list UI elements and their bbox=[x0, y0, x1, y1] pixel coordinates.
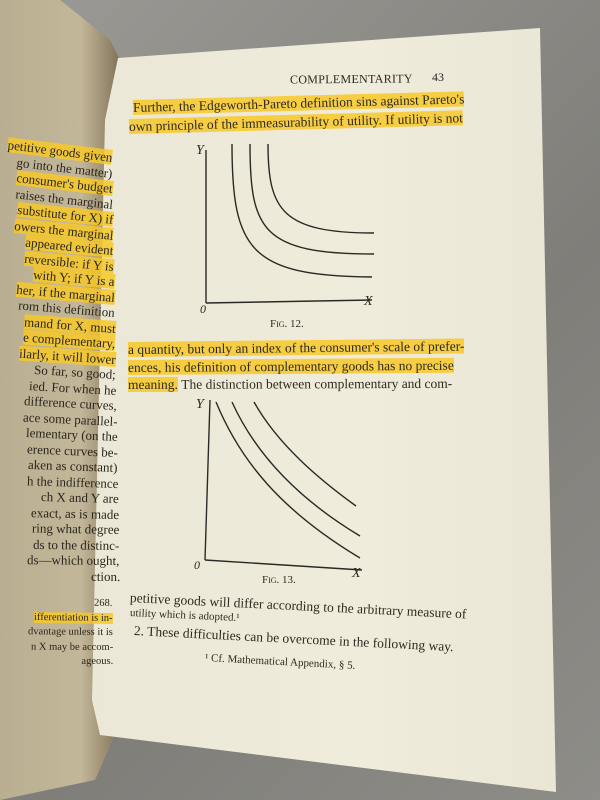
fig13-x-axis bbox=[204, 559, 363, 571]
page-number: 43 bbox=[432, 70, 444, 84]
figure-12 bbox=[205, 143, 375, 304]
fig12-origin: 0 bbox=[200, 302, 206, 316]
fig13-caption: Fig. 13. bbox=[262, 574, 296, 586]
figure-13 bbox=[204, 399, 363, 571]
text-line: ences, his definition of complementary g… bbox=[127, 357, 454, 375]
fig12-curve bbox=[267, 143, 375, 234]
fig12-y-label: Y bbox=[196, 143, 204, 158]
fig13-y-label: Y bbox=[196, 397, 204, 412]
fig12-x-label: X bbox=[364, 294, 373, 309]
text-line: meaning. bbox=[127, 376, 178, 392]
fig13-y-axis bbox=[204, 399, 211, 561]
fig12-x-axis bbox=[205, 299, 373, 304]
left-text-line: ageous. bbox=[81, 656, 114, 667]
fig13-origin: 0 bbox=[194, 558, 200, 572]
text-line: a quantity, but only an index of the con… bbox=[127, 338, 465, 357]
fig12-curve bbox=[249, 143, 375, 255]
fig13-x-label: X bbox=[352, 566, 361, 581]
fig12-curve bbox=[231, 143, 373, 278]
fig13-curve bbox=[253, 401, 357, 507]
fig12-caption: Fig. 12. bbox=[270, 318, 304, 330]
fig13-curve bbox=[215, 401, 361, 559]
text-line: The distinction between complementary an… bbox=[181, 375, 453, 392]
fig13-curve bbox=[231, 401, 361, 537]
